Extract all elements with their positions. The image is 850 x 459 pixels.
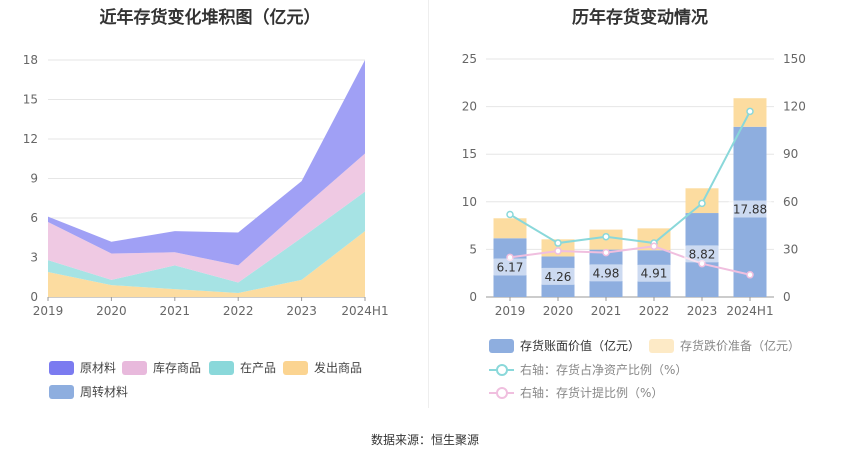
x-tick-label: 2019 [33,304,64,318]
right-chart-title: 历年存货变动情况 [572,8,708,28]
data-label: 4.98 [593,266,620,280]
x-tick-label: 2020 [543,304,574,318]
y-tick-label: 10 [462,195,477,209]
legend-item[interactable]: 右轴：存货计提比例（%） [489,384,663,401]
legend-swatch [122,360,147,375]
y-tick-label: 5 [469,242,477,256]
x-tick-label: 2024H1 [726,304,773,318]
line-point [698,199,706,208]
data-label: 6.17 [497,260,524,274]
data-label: 17.88 [733,202,767,216]
legend-item[interactable]: 存货跌价准备（亿元） [649,337,800,354]
y-tick-label: 0 [30,290,38,304]
x-tick-label: 2022 [639,304,670,318]
data-label-bg [539,267,577,285]
legend-swatch [489,338,514,353]
x-tick-label: 2021 [160,304,191,318]
y2-tick-label: 90 [783,147,798,161]
bar-存货跌价准备（亿元） [493,218,527,239]
chart-divider [428,0,429,408]
legend-label: 存货账面价值（亿元） [520,339,641,353]
area-原材料 [48,60,365,266]
y-tick-label: 15 [23,93,38,107]
line-右轴：存货计提比例（%） [509,245,751,276]
legend-label: 在产品 [240,361,277,375]
y-tick-label: 18 [23,53,38,67]
y-tick-label: 6 [30,211,38,225]
data-label: 4.26 [545,270,572,284]
area-发出商品 [48,231,365,297]
legend-label: 发出商品 [314,361,363,375]
y-tick-label: 9 [30,172,38,186]
x-tick-label: 2023 [687,304,718,318]
legend-item[interactable]: 存货账面价值（亿元） [489,337,640,354]
data-label-bg [491,258,529,276]
legend-label: 周转材料 [80,385,129,399]
legend-item[interactable]: 原材料 [49,359,116,376]
data-label-bg [635,264,673,282]
legend-item[interactable]: 周转材料 [49,383,128,400]
legend-marker [496,386,508,399]
y2-tick-label: 60 [783,195,798,209]
legend-line-symbol [489,363,514,377]
area-在产品 [48,191,365,294]
data-label-bg [683,245,721,263]
y2-tick-label: 0 [783,290,791,304]
y2-tick-label: 120 [783,100,806,114]
y2-tick-label: 30 [783,242,798,256]
x-tick-label: 2021 [591,304,622,318]
line-point [746,107,754,116]
data-label-bg [728,200,772,218]
legend-marker [496,363,508,376]
data-label: 4.91 [641,267,668,281]
x-tick-label: 2019 [495,304,526,318]
line-point [554,247,562,255]
y2-tick-label: 150 [783,52,806,66]
legend-item[interactable]: 发出商品 [283,359,362,376]
data-source-note: 数据来源：恒生聚源 [370,433,479,447]
legend-swatch [49,360,74,375]
legend-line-symbol [489,386,514,400]
area-库存商品 [48,153,365,283]
legend-swatch [209,360,234,375]
line-右轴：存货占净资产比例（%） [509,110,751,245]
line-point [506,210,514,219]
x-tick-label: 2022 [223,304,254,318]
legend-label: 右轴：存货计提比例（%） [520,386,664,400]
line-point [650,242,658,250]
legend-swatch [283,360,308,375]
left-chart-title: 近年存货变化堆积图（亿元） [99,8,321,28]
data-label-bg [587,264,625,282]
legend-item[interactable]: 右轴：存货占净资产比例（%） [489,361,687,378]
line-point [602,248,610,257]
legend-item[interactable]: 库存商品 [122,359,201,376]
legend-label: 库存商品 [153,361,202,375]
legend-label: 原材料 [80,361,117,375]
legend-label: 存货跌价准备（亿元） [680,339,801,353]
y-tick-label: 12 [23,132,38,146]
y-tick-label: 3 [30,251,38,265]
y-tick-label: 25 [462,52,477,66]
legend-item[interactable]: 在产品 [209,359,276,376]
data-label: 8.82 [689,247,716,261]
y-tick-label: 0 [469,290,477,304]
y-tick-label: 15 [462,147,477,161]
y-tick-label: 20 [462,100,477,114]
legend-label: 右轴：存货占净资产比例（%） [520,363,688,377]
legend-swatch [49,384,74,399]
x-tick-label: 2020 [96,304,127,318]
line-point [554,239,562,247]
legend-swatch [649,338,674,353]
line-point [602,232,610,241]
x-tick-label: 2023 [286,304,317,318]
line-point [746,271,754,279]
x-tick-label: 2024H1 [341,304,388,318]
